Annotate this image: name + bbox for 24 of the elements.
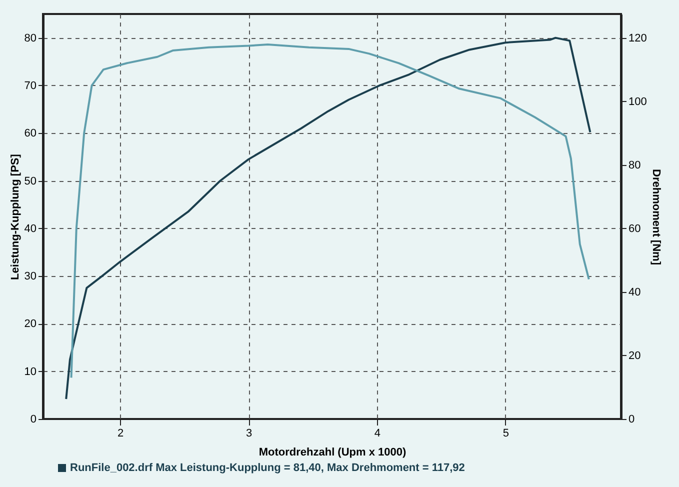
text: RunFile_002.drf Max Leistung-Kupplung = 81,40, Max Drehmoment = 117,92 bbox=[70, 462, 465, 474]
y2-tick-label: 120 bbox=[628, 32, 647, 44]
y2-tick-label: 0 bbox=[628, 414, 635, 426]
x-tick-label: 2 bbox=[118, 428, 124, 440]
x-tick-label: 5 bbox=[502, 428, 509, 440]
x-tick-label: 3 bbox=[246, 428, 252, 440]
y-tick-label: 60 bbox=[24, 128, 36, 140]
y2-axis-title: Drehmoment [Nm] bbox=[650, 169, 662, 266]
y-tick-label: 40 bbox=[24, 222, 36, 235]
y2-tick-label: 60 bbox=[628, 222, 641, 235]
y-tick-label: 0 bbox=[30, 414, 36, 426]
y-tick-label: 70 bbox=[24, 80, 36, 92]
y-tick-label: 80 bbox=[24, 32, 36, 44]
y2-tick-label: 100 bbox=[628, 96, 647, 108]
y-tick-label: 50 bbox=[24, 175, 36, 188]
y2-tick-label: 20 bbox=[628, 350, 641, 362]
x-tick-label: 4 bbox=[374, 428, 381, 440]
x-axis-title: Motordrehzahl (Upm x 1000) bbox=[258, 446, 406, 458]
y-axis-title: Leistung-Kupplung [PS] bbox=[9, 154, 22, 280]
y2-tick-label: 80 bbox=[628, 159, 641, 172]
y2-tick-label: 40 bbox=[628, 286, 641, 298]
y-tick-label: 20 bbox=[24, 318, 36, 330]
y-tick-label: 10 bbox=[24, 366, 36, 378]
y-tick-label: 30 bbox=[24, 270, 36, 283]
